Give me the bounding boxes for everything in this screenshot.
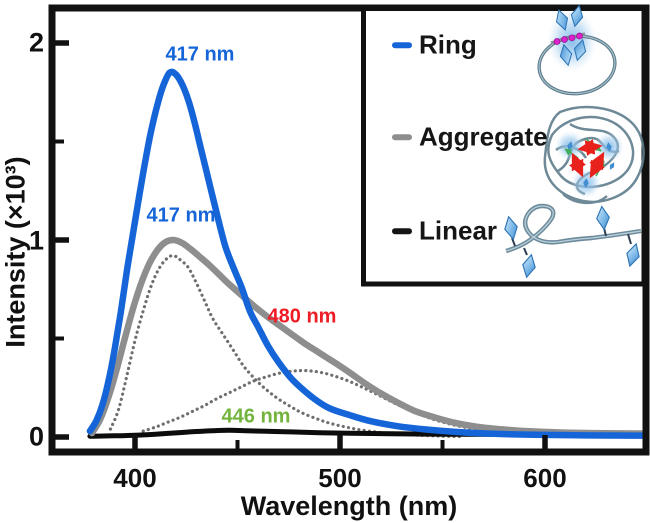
legend-dash-ring (392, 42, 412, 48)
x-tick-label-600: 600 (523, 463, 567, 493)
legend-dash-aggregate (392, 134, 412, 140)
y-tick-label-0: 0 (28, 421, 44, 452)
stopper-dots (553, 32, 583, 45)
peak-label-aggregate-417: 417 nm (146, 204, 216, 227)
axis-ticks (55, 40, 548, 449)
peak-label-ring-417: 417 nm (165, 43, 235, 66)
linear-polymer-illustration (501, 203, 643, 280)
spectra-curves (86, 68, 646, 439)
x-tick-label-400: 400 (113, 463, 157, 493)
red-fret-arrows (569, 139, 605, 179)
y-tick-label-2: 2 (28, 27, 44, 58)
legend-dash-linear (392, 228, 412, 234)
x-tick-label-500: 500 (318, 463, 362, 493)
legend-label-ring: Ring (419, 29, 477, 60)
ring-polymer-illustration (537, 4, 617, 96)
series-ring-curve (86, 68, 646, 439)
linear-chain-highlight (505, 205, 642, 252)
y-axis-title: Intensity (×10³) (0, 156, 31, 348)
x-axis-title: Wavelength (nm) (240, 491, 458, 521)
series-aggregate-component-417-nm-curve (108, 254, 465, 439)
y-tick-label-1: 1 (28, 225, 44, 256)
legend-label-aggregate: Aggregate (419, 121, 548, 152)
series-aggregate-curve (88, 236, 646, 437)
legend-label-linear: Linear (419, 215, 498, 246)
aggregate-illustration (543, 105, 645, 205)
peak-label-480: 480 nm (267, 305, 337, 328)
peak-label-446: 446 nm (221, 405, 291, 428)
